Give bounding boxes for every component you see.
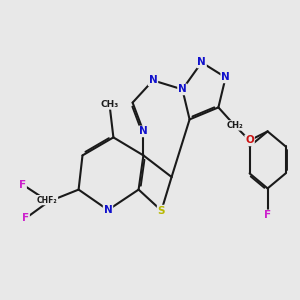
Text: F: F — [22, 213, 29, 224]
Text: N: N — [148, 75, 158, 85]
Text: N: N — [178, 84, 187, 94]
Text: F: F — [19, 179, 26, 190]
Text: CH₂: CH₂ — [226, 121, 243, 130]
Text: F: F — [264, 210, 271, 220]
Text: S: S — [158, 206, 165, 216]
Text: CHF₂: CHF₂ — [37, 196, 58, 205]
Text: N: N — [139, 126, 148, 136]
Text: N: N — [197, 57, 206, 68]
Text: N: N — [221, 72, 230, 82]
Text: CH₃: CH₃ — [100, 100, 118, 109]
Text: O: O — [245, 135, 254, 146]
Text: N: N — [103, 205, 112, 215]
